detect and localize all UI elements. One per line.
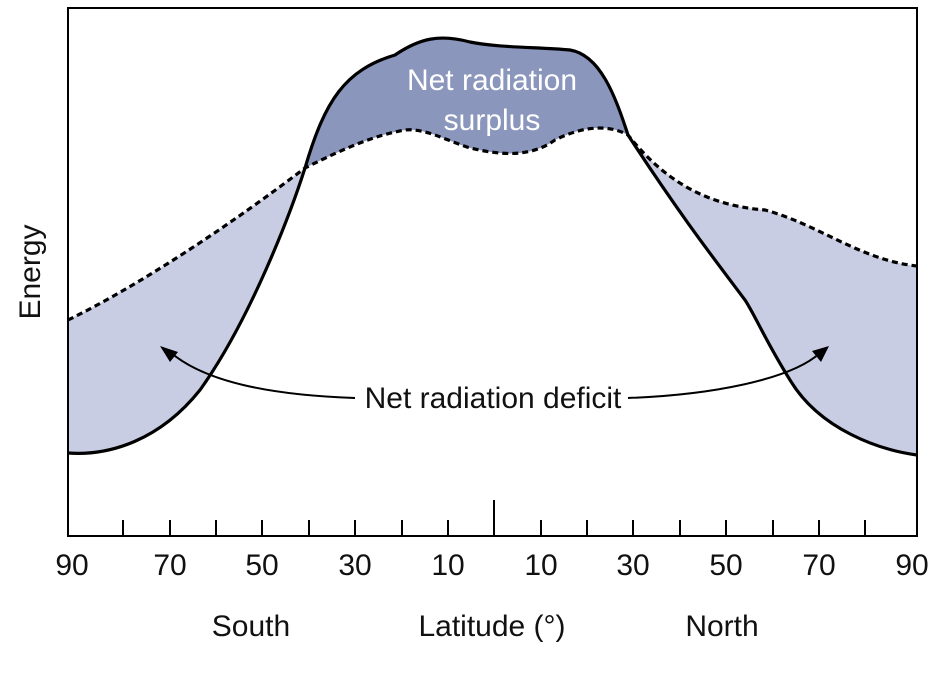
outgoing-radiation-curve: [68, 126, 917, 322]
tick-label: 10: [431, 549, 464, 582]
tick-label: 10: [524, 549, 557, 582]
tick-label: 90: [55, 549, 88, 582]
deficit-region-left: [68, 168, 305, 454]
tick-label: 70: [802, 549, 835, 582]
tick-label: 90: [895, 549, 928, 582]
x-axis-title: Latitude (°): [418, 610, 565, 643]
incoming-radiation-curve: [68, 36, 917, 457]
arrow-heads: [160, 346, 829, 362]
tick-label: 70: [153, 549, 186, 582]
x-axis-ticks: [122, 500, 866, 536]
arrowhead-right: [812, 346, 829, 362]
deficit-arrow-left: [169, 351, 356, 399]
surplus-label-line1: Net radiation: [407, 64, 577, 97]
deficit-arrows: [169, 351, 821, 399]
tick-label: 30: [338, 549, 371, 582]
y-axis-title: Energy: [14, 224, 47, 319]
x-tick-labels: 90 70 50 30 10 10 30 50 70 90: [55, 549, 928, 582]
plot-frame: [67, 7, 918, 537]
surplus-label-line2: surplus: [444, 104, 541, 137]
arrowhead-left: [160, 346, 178, 362]
tick-label: 50: [709, 549, 742, 582]
deficit-region-right: [628, 135, 917, 455]
deficit-arrow-right: [627, 352, 821, 399]
deficit-label: Net radiation deficit: [365, 382, 622, 415]
hemisphere-label-south: South: [212, 610, 290, 643]
tick-label: 50: [245, 549, 278, 582]
surplus-region: [305, 38, 628, 168]
tick-label: 30: [616, 549, 649, 582]
hemisphere-label-north: North: [685, 610, 758, 643]
